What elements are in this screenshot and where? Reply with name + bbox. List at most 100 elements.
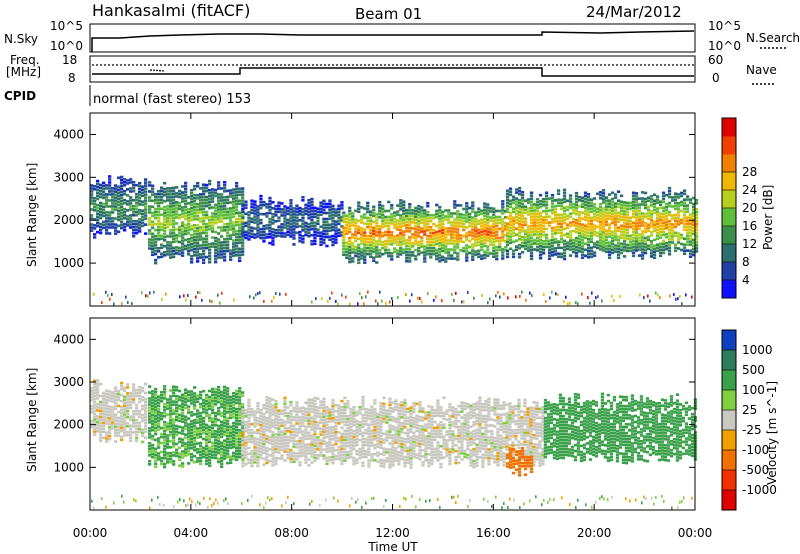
data-cell [304,209,308,213]
data-cell [105,389,109,392]
data-cell [604,214,609,217]
data-cell [271,237,275,240]
data-cell [483,241,487,245]
data-cell [505,240,510,244]
data-cell [670,235,675,238]
data-cell [595,192,600,196]
data-cell [438,248,442,251]
data-cell [226,455,230,459]
data-cell [310,200,314,204]
data-cell [345,232,349,235]
data-cell [163,245,167,248]
data-cell [384,218,388,222]
data-cell [262,448,266,452]
data-cell [241,416,245,420]
data-cell [295,440,299,443]
data-cell [679,248,684,252]
data-cell [327,299,329,303]
data-cell [637,248,642,251]
data-cell [157,422,161,425]
data-cell [349,426,353,429]
data-cell [163,223,167,227]
data-cell [328,226,332,229]
data-cell [199,432,203,436]
colorbar-tick-label: 24 [742,183,757,197]
data-cell [217,211,221,214]
data-cell [313,236,317,240]
data-cell [343,414,347,418]
data-cell [301,235,305,238]
data-cell [151,419,155,423]
data-cell [402,242,406,245]
data-cell [325,226,329,230]
data-cell [489,231,493,234]
data-cell [640,254,645,257]
data-cell [280,448,284,451]
data-cell [586,223,591,226]
data-cell [169,220,173,223]
data-cell [429,244,433,247]
data-cell [178,419,182,423]
data-cell [181,399,185,403]
data-cell [262,451,266,455]
data-cell [319,418,323,421]
data-cell [123,198,127,202]
data-cell [96,212,100,216]
data-cell [652,208,657,212]
data-region [505,186,699,261]
data-cell [562,188,567,192]
data-cell [544,215,549,219]
data-cell [114,232,118,235]
data-cell [432,237,436,241]
data-cell [184,391,188,395]
data-cell [175,448,179,452]
data-cell [229,395,233,399]
data-cell [205,240,209,244]
data-cell [232,409,236,413]
data-cell [208,404,212,408]
data-cell [295,401,299,404]
data-cell [96,409,100,412]
data-cell [619,224,624,228]
data-cell [526,201,531,204]
data-cell [619,215,624,219]
data-cell [531,294,533,298]
data-cell [523,244,528,247]
data-cell [369,246,373,250]
data-cell [673,293,675,297]
data-cell [580,196,585,199]
data-cell [444,257,448,260]
data-cell [459,234,463,237]
data-cell [244,203,248,207]
data-cell [129,223,133,226]
data-cell [508,241,513,245]
data-cell [301,415,305,418]
data-cell [280,208,284,211]
data-cell [241,419,245,423]
data-cell [676,217,681,220]
data-cell [229,207,233,210]
data-cell [244,438,248,442]
data-cell [244,233,248,237]
data-cell [241,461,245,465]
data-cell [138,212,142,215]
data-cell [679,242,684,246]
data-cell [235,455,239,459]
data-cell [538,256,543,260]
noise-panel: N.Sky N.Search 10^5 10^0 10^5 10^0 [4,19,800,53]
data-cell [583,194,588,198]
data-cell [220,459,224,462]
data-cell [205,453,209,457]
data-cell [184,244,188,248]
data-cell [604,223,609,226]
data-cell [181,453,185,456]
data-cell [634,201,639,204]
data-cell [501,221,505,224]
data-cell [235,196,239,200]
data-cell [523,235,528,238]
data-cell [565,205,570,209]
data-cell [154,249,158,253]
data-cell [163,453,167,457]
data-cell [172,216,176,220]
data-cell [423,218,427,221]
